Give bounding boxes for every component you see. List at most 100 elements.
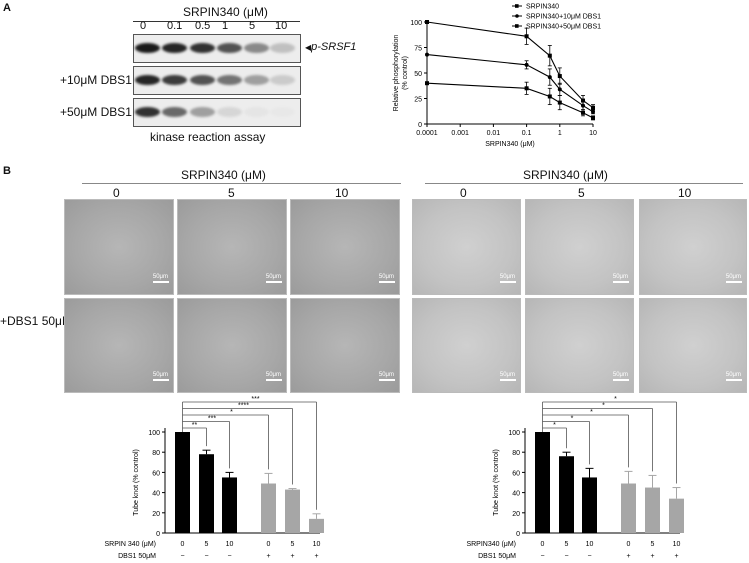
- data-point: [581, 110, 586, 115]
- blot-title: SRPIN340 (μM): [183, 5, 268, 19]
- legend-label: SRPIN340+10μM DBS1: [526, 14, 601, 21]
- micrograph-tile: 50μm: [412, 199, 521, 295]
- blot-band: [244, 43, 269, 53]
- scale-bar-line: [499, 379, 516, 381]
- scale-bar: 50μm: [612, 372, 629, 381]
- col-label-left-5: 5: [228, 186, 235, 200]
- blot-row-3: [133, 98, 301, 127]
- blot-row-label-10: +10μM DBS1: [60, 73, 132, 87]
- legend-marker: [515, 14, 519, 18]
- sig-stars: *: [571, 416, 574, 423]
- y-axis-label-line2: (% control): [402, 56, 409, 90]
- y-axis-label: Tube knot (% control): [133, 449, 140, 516]
- scale-bar-line: [612, 379, 629, 381]
- blot-concentration-5: 10: [275, 20, 288, 32]
- blot-band: [162, 107, 187, 117]
- series-line-1: [426, 54, 594, 113]
- series-line-2: [426, 82, 594, 119]
- blot-row-label-50: +50μM DBS1: [60, 105, 132, 119]
- panel-a-label: A: [3, 2, 11, 14]
- y-tick-label: 100: [508, 430, 520, 437]
- x-tick-label: 0.0001: [416, 130, 438, 137]
- y-tick-label: 0: [418, 122, 422, 129]
- category-label: 0: [627, 541, 631, 548]
- y-tick-label: 20: [152, 511, 160, 518]
- blot-row-2: [133, 66, 301, 95]
- legend-label: SRPIN340+50μM DBS1: [526, 24, 601, 31]
- scale-bar-line: [725, 379, 742, 381]
- blot-concentration-4: 5: [249, 20, 256, 32]
- y-axis-label: Tube knot (% control): [493, 449, 500, 516]
- scale-bar-line: [499, 281, 516, 283]
- group-rule-right: [425, 183, 743, 184]
- legend-label: SRPIN340: [526, 4, 559, 11]
- micrograph-tile: 50μm: [525, 298, 634, 393]
- blot-caption: kinase reaction assay: [150, 130, 266, 144]
- dbs1-label: −: [540, 553, 544, 560]
- scale-bar: 50μm: [725, 274, 742, 283]
- bar: [222, 477, 237, 533]
- y-tick-label: 80: [152, 450, 160, 457]
- arrow-left-icon: ◀: [305, 43, 312, 52]
- group-rule-left: [82, 183, 401, 184]
- category-label: 0: [267, 541, 271, 548]
- blot-band: [190, 107, 215, 117]
- data-point: [425, 81, 429, 86]
- bar: [261, 483, 276, 533]
- y-tick-label: 80: [512, 450, 520, 457]
- data-point: [557, 74, 562, 79]
- dbs1-label: −: [204, 553, 208, 560]
- scale-bar: 50μm: [499, 372, 516, 381]
- blot-band: [244, 107, 269, 117]
- dbs1-label: −: [180, 553, 184, 560]
- data-point: [557, 100, 562, 105]
- category-label: 10: [226, 541, 234, 548]
- data-point: [591, 109, 595, 114]
- col-label-left-0: 0: [113, 186, 120, 200]
- col-label-right-5: 5: [578, 186, 585, 200]
- blot-band: [135, 43, 160, 53]
- scale-bar: 50μm: [725, 372, 742, 381]
- phosphorylation-curve-chart: 0 25 50 75 100 0.0001 0.001 0.01 0.1 1 10 SRPIN340 …: [393, 4, 601, 149]
- data-point: [524, 34, 529, 39]
- x-tick-label: 1: [558, 130, 562, 137]
- sig-stars: *: [602, 403, 605, 410]
- scale-bar-line: [265, 379, 282, 381]
- data-point: [557, 87, 562, 92]
- sig-stars: ***: [251, 396, 259, 403]
- bar: [285, 489, 300, 533]
- scale-bar: 50μm: [152, 274, 169, 283]
- blot-band: [270, 43, 295, 53]
- y-tick-label: 0: [156, 531, 160, 538]
- blot-band: [135, 75, 160, 85]
- data-point: [581, 103, 586, 108]
- data-point: [425, 52, 429, 57]
- y-tick-label: 40: [512, 491, 520, 498]
- y-tick-label: 100: [148, 430, 160, 437]
- sig-stars: *: [230, 409, 233, 416]
- bar: [669, 498, 684, 533]
- data-point: [547, 75, 552, 80]
- blot-band: [244, 75, 269, 85]
- blot-concentration-1: 0.1: [167, 20, 183, 32]
- band-label: p-SRSF1: [311, 41, 357, 53]
- blot-concentration-2: 0.5: [195, 20, 211, 32]
- x-tick-label: 0.1: [522, 130, 532, 137]
- scale-bar: 50μm: [378, 372, 395, 381]
- x-tick-label: 10: [589, 130, 597, 137]
- scale-bar-line: [725, 281, 742, 283]
- sig-stars: *: [614, 396, 617, 403]
- blot-band: [190, 43, 215, 53]
- data-point: [425, 20, 429, 24]
- bar: [535, 432, 550, 533]
- blot-band: [270, 75, 295, 85]
- y-tick-label: 50: [414, 71, 422, 78]
- y-tick-label: 100: [410, 20, 422, 27]
- blot-concentrations: 0 0.1 0.5 1 5 10: [133, 20, 300, 35]
- scale-bar-line: [265, 281, 282, 283]
- y-tick-label: 75: [414, 46, 422, 53]
- scale-bar: 50μm: [265, 372, 282, 381]
- y-tick-label: 25: [414, 97, 422, 104]
- micrograph-tile: 50μm: [290, 298, 400, 393]
